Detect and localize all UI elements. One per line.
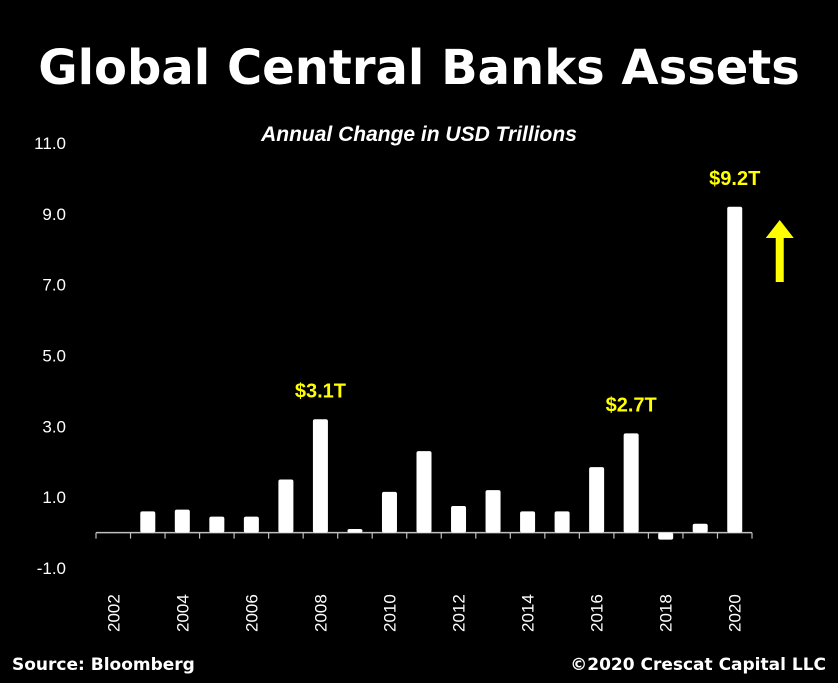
bar-2019 xyxy=(692,523,708,533)
x-tick-label: 2010 xyxy=(380,594,399,632)
data-label-2008: $3.1T xyxy=(295,380,346,402)
y-tick-label: 7.0 xyxy=(42,276,66,295)
data-label-2017: $2.7T xyxy=(606,394,657,416)
x-tick-label: 2016 xyxy=(588,594,607,632)
bar-2017 xyxy=(623,433,639,533)
data-labels: $3.1T $2.7T $9.2T xyxy=(295,168,760,417)
bar-2016 xyxy=(589,467,605,533)
data-label-2020: $9.2T xyxy=(709,168,760,190)
bar-2007 xyxy=(278,479,294,533)
bar-2010 xyxy=(381,491,397,533)
bars xyxy=(140,206,743,540)
axes: 11.0 9.0 7.0 5.0 3.0 1.0 -1.0 2002 2004 2006 2008 2… xyxy=(34,134,753,632)
bar-2006 xyxy=(243,516,259,533)
x-tick-label: 2020 xyxy=(726,594,745,632)
y-tick-label: 11.0 xyxy=(34,134,66,153)
x-tick-label: 2012 xyxy=(450,594,469,632)
bar-2005 xyxy=(209,516,225,533)
bar-2011 xyxy=(416,451,432,533)
y-tick-label: 3.0 xyxy=(42,417,66,436)
chart-subtitle: Annual Change in USD Trillions xyxy=(260,123,577,146)
bar-2014 xyxy=(520,511,536,533)
copyright-note: ©2020 Crescat Capital LLC xyxy=(570,655,826,675)
x-tick-label: 2008 xyxy=(311,594,330,632)
chart-title: Global Central Banks Assets xyxy=(38,40,800,96)
bar-2013 xyxy=(485,490,501,533)
arrow-layer xyxy=(765,220,794,282)
bar-2012 xyxy=(451,506,467,533)
x-tick-label: 2004 xyxy=(173,594,192,632)
bar-2020 xyxy=(727,206,743,533)
bar-2015 xyxy=(554,511,570,533)
bar-2003 xyxy=(140,511,156,533)
x-tick-label: 2002 xyxy=(104,594,123,632)
bar-2018 xyxy=(658,532,674,540)
x-tick-label: 2014 xyxy=(519,594,538,632)
y-tick-label: 5.0 xyxy=(42,347,66,366)
source-note: Source: Bloomberg xyxy=(12,655,195,675)
x-tick-label: 2006 xyxy=(242,594,261,632)
y-tick-label: -1.0 xyxy=(37,559,66,578)
bar-2009 xyxy=(347,529,363,533)
bar-2008 xyxy=(312,419,328,533)
y-tick-label: 9.0 xyxy=(42,205,66,224)
up-arrow-icon xyxy=(765,220,794,282)
x-tick-label: 2018 xyxy=(657,594,676,632)
y-tick-label: 1.0 xyxy=(42,488,66,507)
bar-2004 xyxy=(174,509,190,533)
